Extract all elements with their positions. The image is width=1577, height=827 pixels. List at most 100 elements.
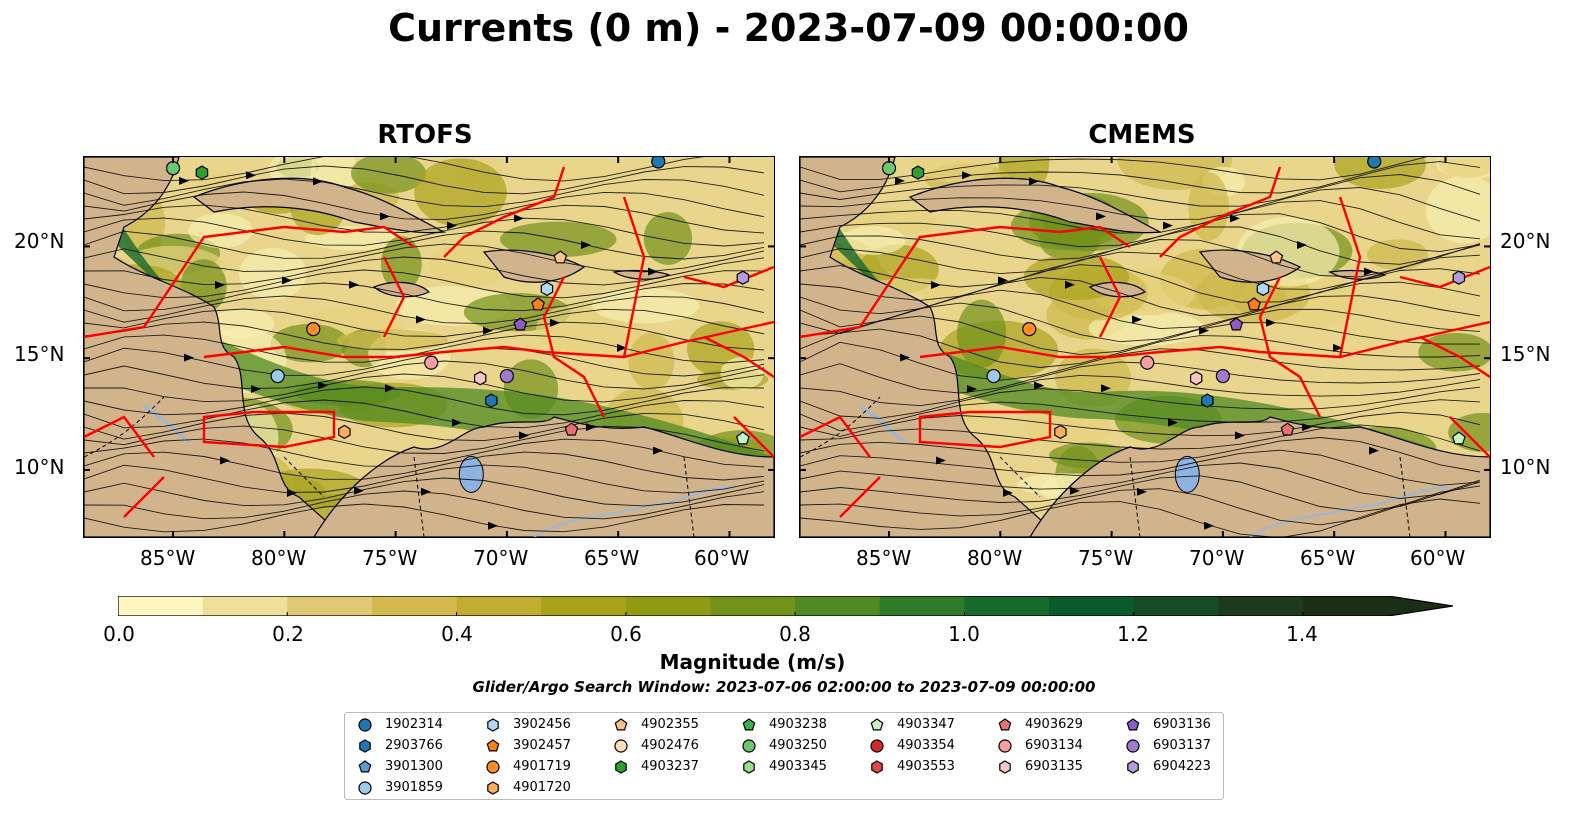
pentagon-marker-icon: [742, 718, 756, 731]
lat-label-15n-left: 15°N: [14, 342, 65, 366]
hexagon-marker-icon: [359, 739, 371, 753]
streamline: [800, 264, 1481, 303]
streamline-arrow: [184, 353, 194, 362]
legend-label: 4903347: [897, 717, 955, 732]
speed-blob: [840, 226, 906, 255]
legend-label: 1902314: [385, 717, 443, 732]
colorbar-segment: [1049, 596, 1135, 616]
streamline: [800, 424, 1481, 452]
colorbar-segment: [1133, 596, 1219, 616]
map-cmems[interactable]: [799, 156, 1491, 538]
colorbar-segment: [202, 596, 288, 616]
lake-nicaragua: [143, 405, 190, 444]
legend-marker: [614, 718, 628, 731]
speed-blob: [643, 212, 693, 265]
float-marker-1902314: [651, 157, 666, 169]
streamline-arrow: [488, 521, 498, 530]
float-marker-4903250: [165, 161, 181, 176]
lon-label-80w-left: 80°W: [251, 546, 307, 570]
float-marker-2903766: [485, 393, 498, 408]
hexagon-marker-icon: [743, 760, 755, 774]
streamline-arrow: [220, 456, 230, 465]
float-marker-3902457: [1247, 297, 1261, 311]
streamline-arrow: [1065, 280, 1075, 289]
legend-marker: [870, 739, 884, 753]
streamline: [84, 308, 765, 337]
legend-marker: [486, 739, 500, 752]
float-marker-3902456: [1256, 281, 1270, 297]
float-marker-6903135: [1190, 371, 1203, 386]
colorbar-segment: [879, 596, 965, 616]
legend-marker: [358, 760, 372, 773]
lat-label-15n-right: 15°N: [1500, 342, 1551, 366]
streamline-arrow: [421, 487, 431, 496]
streamline-arrow: [1163, 221, 1173, 230]
legend-marker: [742, 718, 756, 731]
land-mass: [800, 157, 1061, 537]
legend-marker: [487, 781, 499, 795]
streamline-arrow: [483, 326, 493, 335]
land-mass: [313, 416, 774, 537]
circle-marker-icon: [870, 739, 884, 753]
colorbar-tick-4: 0.8: [779, 622, 811, 646]
streamline-arrow: [452, 418, 462, 427]
search-window-text: Glider/Argo Search Window: 2023-07-06 02…: [472, 678, 1096, 696]
colorbar-tick-3: 0.6: [610, 622, 642, 646]
circle-marker-icon: [358, 718, 372, 732]
float-marker-3901859: [270, 368, 285, 384]
lon-label-65w-right: 65°W: [1300, 546, 1356, 570]
streamline: [84, 178, 765, 208]
streamline: [800, 328, 1481, 368]
streamline: [800, 361, 1481, 394]
legend-label: 4903553: [897, 759, 955, 774]
float-marker-4903347: [735, 431, 750, 445]
hexagon-marker-icon: [999, 760, 1011, 774]
streamline: [800, 200, 1481, 240]
float-marker-4903237: [911, 165, 925, 180]
legend-marker: [998, 718, 1012, 731]
boundary-line: [683, 265, 774, 458]
hexagon-marker-icon: [871, 760, 883, 774]
lon-label-60w-right: 60°W: [1410, 546, 1466, 570]
streamline-arrow: [1034, 381, 1044, 390]
boundary-line: [919, 320, 1490, 359]
streamline: [84, 204, 765, 234]
legend-marker: [358, 781, 372, 795]
streamline-arrow: [380, 212, 390, 221]
speed-blob: [914, 157, 997, 183]
float-marker-3901859: [986, 368, 1001, 384]
hexagon-marker-icon: [1127, 760, 1139, 774]
float-marker-6903137: [499, 368, 515, 384]
streamline: [800, 462, 1481, 499]
boundary-line: [918, 410, 1052, 449]
streamline: [84, 386, 765, 416]
circle-marker-icon: [998, 739, 1012, 753]
streamline-arrow: [1266, 318, 1276, 327]
legend-marker: [871, 760, 883, 774]
legend-label: 2903766: [385, 738, 443, 753]
boundary-line: [382, 166, 566, 338]
lon-label-70w-left: 70°W: [473, 546, 529, 570]
map-rtofs[interactable]: [83, 156, 775, 538]
legend-label: 4903250: [769, 738, 827, 753]
float-marker-4902355: [1269, 250, 1284, 264]
streamline: [84, 451, 765, 481]
streamline: [800, 399, 1481, 432]
streamline-arrow: [179, 176, 189, 185]
streamline: [84, 438, 765, 468]
float-marker-6903137: [1215, 368, 1231, 384]
streamline: [800, 411, 1481, 437]
colorbar-segment: [795, 596, 881, 616]
streamline-arrow: [385, 384, 395, 393]
streamline: [800, 498, 1481, 537]
streamline: [800, 386, 1481, 419]
hexagon-marker-icon: [487, 781, 499, 795]
streamline-arrow: [1235, 431, 1245, 440]
streamline: [800, 187, 1481, 222]
streamline-arrow: [318, 381, 328, 390]
river: [1249, 486, 1451, 537]
streamline: [800, 161, 1481, 194]
legend-marker: [615, 760, 627, 774]
streamline: [800, 374, 1481, 407]
streamline: [84, 360, 765, 390]
